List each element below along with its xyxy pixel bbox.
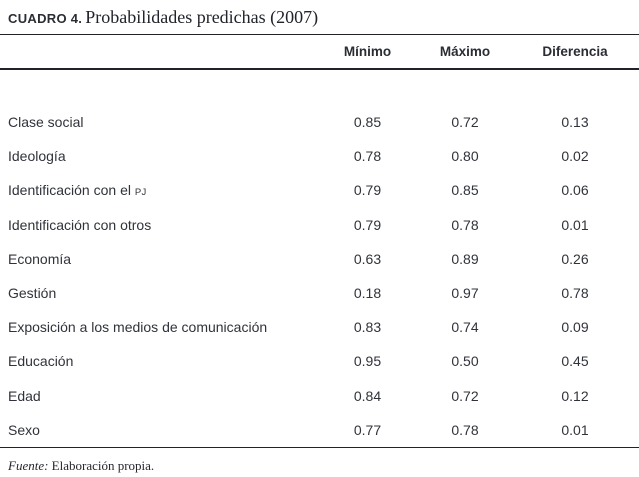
row-label-text: Identificación con otros: [8, 216, 152, 233]
cell-diferencia: 0.45: [561, 353, 589, 370]
cell-minimo: 0.78: [353, 148, 382, 165]
source-text: Elaboración propia.: [48, 457, 155, 473]
table-row: Edad 0.84 0.72 0.12: [0, 379, 639, 413]
row-label: Exposición a los medios de comunicación: [8, 319, 320, 335]
cell-diferencia: 0.01: [561, 216, 589, 233]
header-diferencia: Diferencia: [542, 44, 608, 59]
table-row: Identificación con otros 0.79 0.78 0.01: [0, 208, 639, 242]
row-label: Sexo: [8, 422, 320, 438]
header-minimo: Mínimo: [343, 44, 392, 59]
cell-maximo: 0.50: [451, 353, 479, 370]
rule-above-footer: [0, 446, 639, 448]
cell-diferencia: 0.01: [561, 421, 589, 438]
row-label: Economía: [8, 251, 320, 267]
cell-diferencia: 0.78: [561, 285, 589, 302]
cell-minimo: 0.95: [353, 353, 382, 370]
source-note: Fuente: Elaboración propia.: [8, 458, 631, 474]
row-label: Clase social: [8, 114, 320, 130]
cell-diferencia: 0.06: [561, 182, 589, 199]
cell-minimo: 0.79: [353, 182, 382, 199]
rule-under-header: [0, 68, 639, 70]
table-row: Identificación con el PJ 0.79 0.85 0.06: [0, 173, 639, 207]
table-row: Exposición a los medios de comunicación …: [0, 310, 639, 344]
row-label-text: Ideología: [8, 148, 66, 165]
cell-minimo: 0.84: [353, 387, 382, 404]
cell-maximo: 0.74: [451, 319, 479, 336]
cell-diferencia: 0.02: [561, 148, 589, 165]
row-label-text: Edad: [8, 387, 41, 404]
row-label-text: Gestión: [8, 285, 57, 302]
row-label: Gestión: [8, 285, 320, 301]
cell-diferencia: 0.13: [561, 114, 589, 131]
cell-maximo: 0.72: [451, 114, 479, 131]
row-label: Identificación con el PJ: [8, 182, 320, 198]
header-maximo: Máximo: [439, 44, 491, 59]
table-title: Probabilidades predichas (2007): [85, 7, 319, 27]
cell-maximo: 0.80: [451, 148, 479, 165]
cell-maximo: 0.97: [451, 285, 479, 302]
row-label-text: Economía: [8, 250, 72, 267]
rule-under-title: [0, 34, 639, 35]
table-header-row: Mínimo Máximo Diferencia: [0, 35, 639, 68]
table-row: Ideología 0.78 0.80 0.02: [0, 139, 639, 173]
cell-maximo: 0.89: [451, 250, 479, 267]
table-body: Clase social 0.85 0.72 0.13 Ideología 0.…: [0, 70, 639, 447]
cell-diferencia: 0.09: [561, 319, 589, 336]
cell-minimo: 0.18: [353, 285, 382, 302]
row-label-text: Educación: [8, 353, 74, 370]
cell-minimo: 0.83: [353, 319, 382, 336]
cell-maximo: 0.78: [451, 216, 479, 233]
cell-minimo: 0.63: [353, 250, 382, 267]
row-label-text: Identificación con el: [8, 182, 135, 199]
table-row: Economía 0.63 0.89 0.26: [0, 242, 639, 276]
cell-maximo: 0.85: [451, 182, 479, 199]
row-label: Educación: [8, 353, 320, 369]
table-row: Gestión 0.18 0.97 0.78: [0, 276, 639, 310]
source-label: Fuente:: [8, 457, 49, 473]
table-caption: CUADRO 4. Probabilidades predichas (2007): [0, 0, 639, 28]
row-label: Identificación con otros: [8, 217, 320, 233]
row-label-text: Exposición a los medios de comunicación: [8, 319, 268, 336]
cell-minimo: 0.79: [353, 216, 382, 233]
table-row: Sexo 0.77 0.78 0.01: [0, 413, 639, 447]
table-number-label: CUADRO 4.: [8, 11, 83, 26]
table-row: Educación 0.95 0.50 0.45: [0, 344, 639, 378]
row-label: Edad: [8, 388, 320, 404]
table-row: Clase social 0.85 0.72 0.13: [0, 105, 639, 139]
cell-maximo: 0.78: [451, 421, 479, 438]
cell-maximo: 0.72: [451, 387, 479, 404]
row-label-text: Sexo: [8, 421, 40, 438]
row-label: Ideología: [8, 148, 320, 164]
cell-diferencia: 0.26: [561, 250, 589, 267]
cell-minimo: 0.85: [353, 114, 382, 131]
cell-minimo: 0.77: [353, 421, 382, 438]
cell-diferencia: 0.12: [561, 387, 589, 404]
row-label-smallcaps: PJ: [134, 187, 147, 199]
row-label-text: Clase social: [8, 114, 84, 131]
